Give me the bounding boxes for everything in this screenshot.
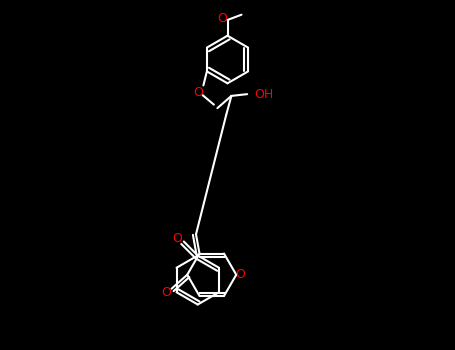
Text: O: O bbox=[172, 231, 182, 245]
Text: OH: OH bbox=[254, 88, 273, 101]
Text: O: O bbox=[193, 86, 203, 99]
Text: O: O bbox=[236, 268, 245, 281]
Text: O: O bbox=[161, 286, 171, 300]
Text: O: O bbox=[217, 12, 227, 25]
